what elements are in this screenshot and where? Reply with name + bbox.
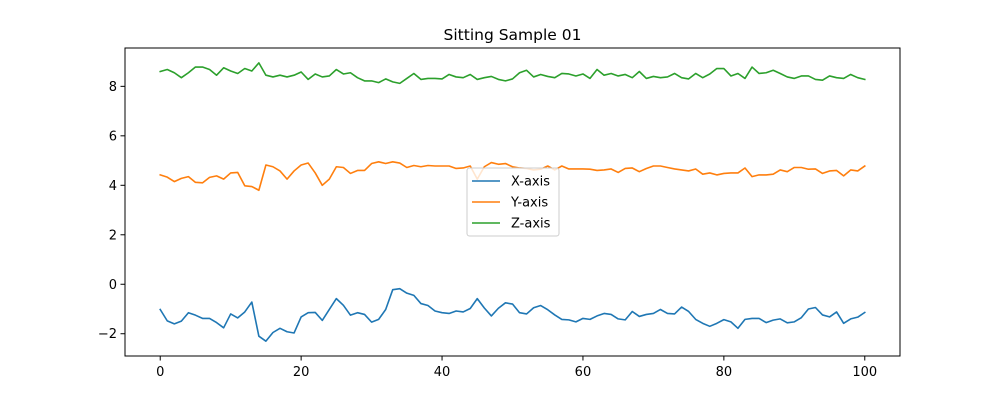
series-layer xyxy=(159,62,866,342)
x-tick-label: 0 xyxy=(156,365,164,380)
legend-label: Y-axis xyxy=(510,196,548,211)
y-tick-label: 4 xyxy=(109,179,117,194)
y-axis-ticks: −2 0 2 4 6 8 xyxy=(98,80,125,342)
x-tick-label: 40 xyxy=(434,365,451,380)
legend: X-axis Y-axis Z-axis xyxy=(466,167,560,237)
legend-label: X-axis xyxy=(511,175,550,190)
plot-area-frame xyxy=(124,47,901,357)
x-tick-label: 80 xyxy=(716,365,733,380)
y-tick-label: 8 xyxy=(109,80,117,95)
y-tick-label: 0 xyxy=(109,278,117,293)
series-line-z-axis xyxy=(159,62,866,85)
chart-title: Sitting Sample 01 xyxy=(444,26,582,44)
x-axis-ticks: 0 20 40 60 80 100 xyxy=(156,356,877,380)
y-tick-label: 2 xyxy=(109,228,117,243)
series-line-x-axis xyxy=(159,287,866,342)
x-tick-label: 20 xyxy=(293,365,310,380)
x-tick-label: 100 xyxy=(852,365,877,380)
legend-box xyxy=(466,167,560,237)
y-tick-label: 6 xyxy=(109,129,117,144)
legend-label: Z-axis xyxy=(511,217,551,232)
y-tick-label: −2 xyxy=(98,327,117,342)
x-tick-label: 60 xyxy=(575,365,592,380)
series-line-y-axis xyxy=(159,161,866,192)
